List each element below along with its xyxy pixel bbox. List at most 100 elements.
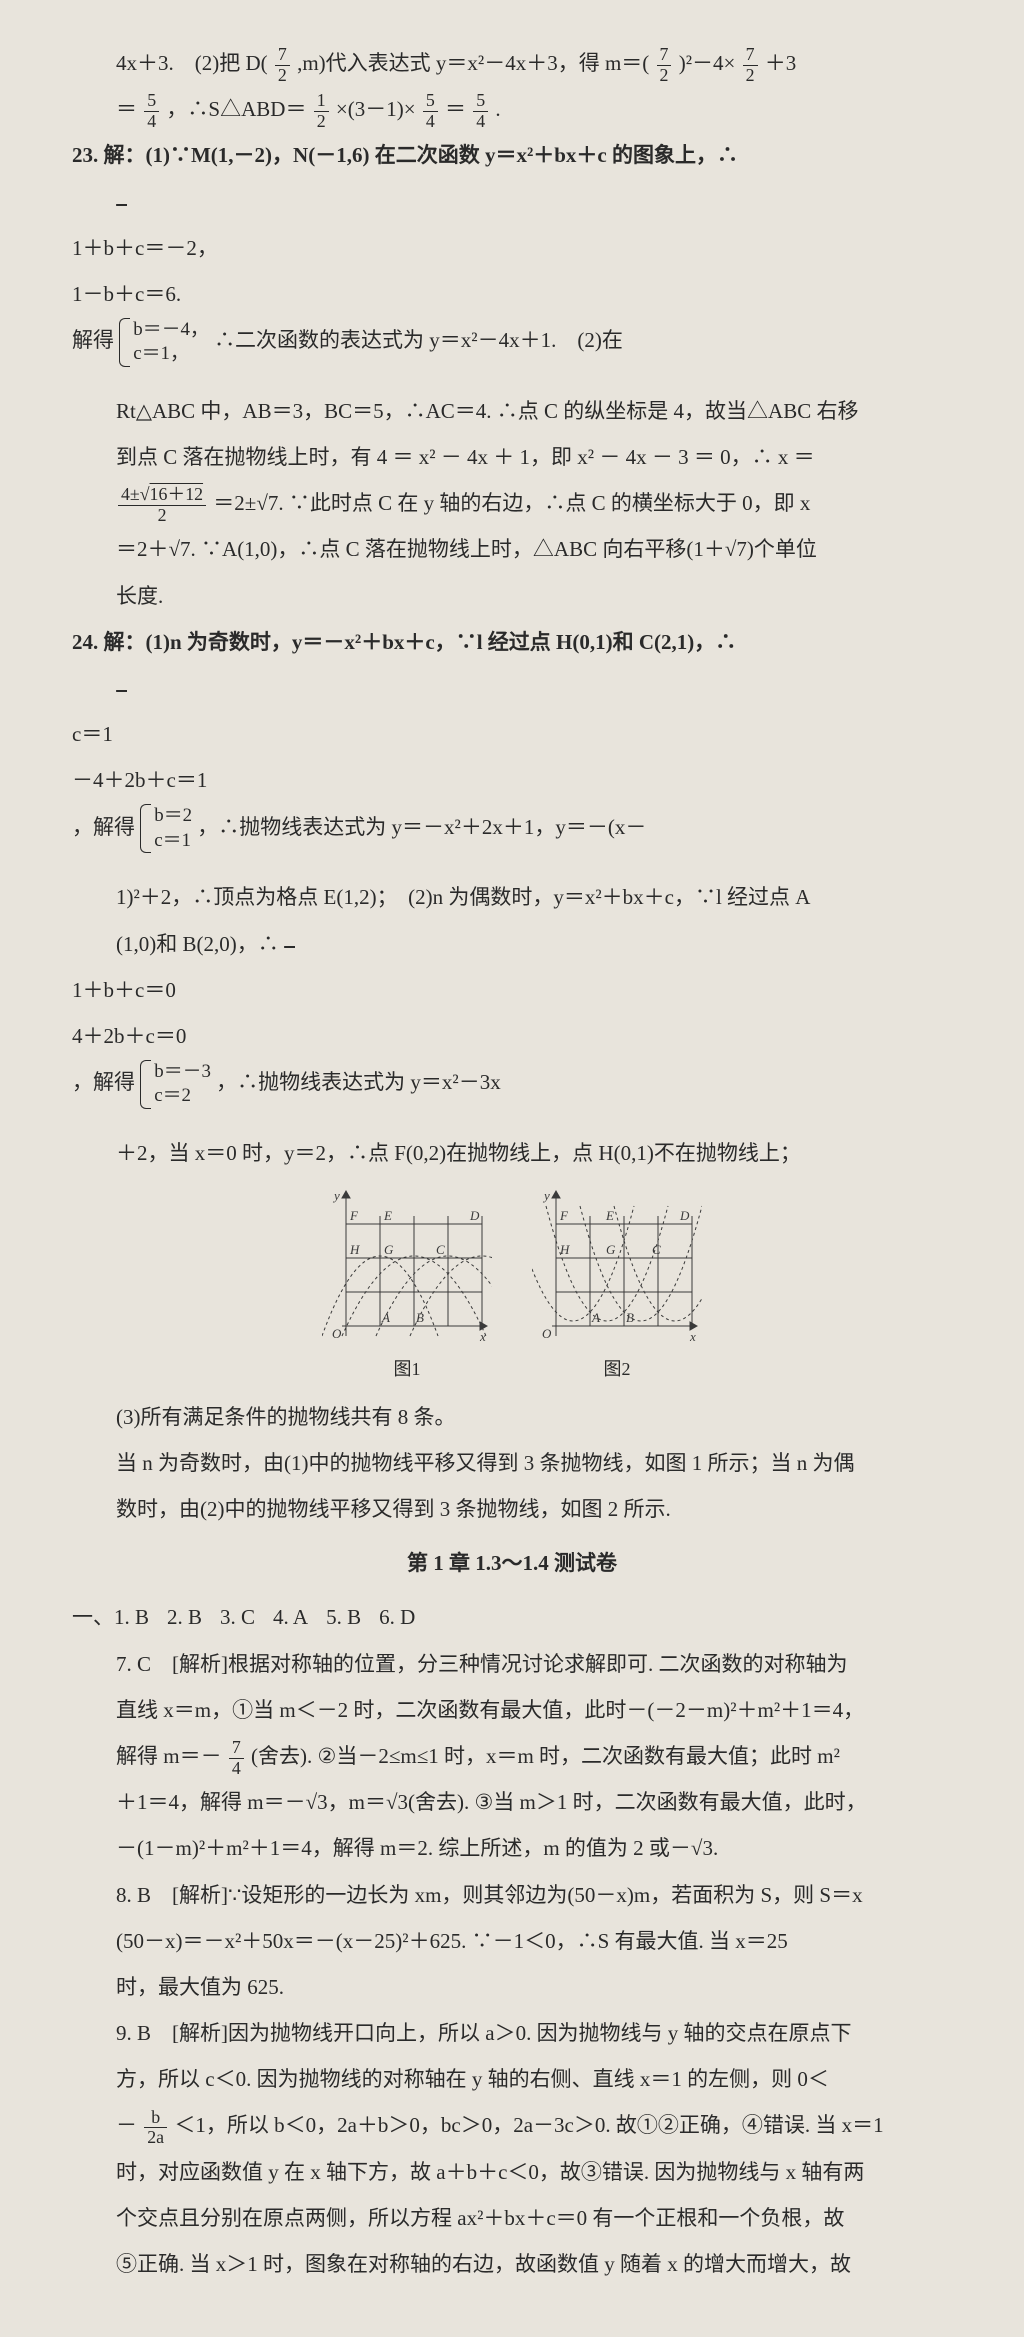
svg-text:F: F (349, 1208, 359, 1223)
q9-line-6: ⑤正确. 当 x＞1 时，图象在对称轴的右边，故函数值 y 随着 x 的增大而增… (72, 2241, 952, 2287)
svg-text:F: F (559, 1208, 569, 1223)
q23-line-7: 长度. (72, 573, 952, 619)
text: 解得 (72, 328, 114, 352)
fraction: 54 (423, 91, 438, 131)
text: ，解得 (72, 1070, 135, 1094)
text: ＋3 (765, 51, 797, 75)
fraction: 72 (657, 45, 672, 85)
mcq-item: 4. A (273, 1594, 308, 1640)
q9-line-5: 个交点且分别在原点两侧，所以方程 ax²＋bx＋c＝0 有一个正根和一个负根，故 (72, 2195, 952, 2241)
q8-line-1: 8. B [解析]∵设矩形的一边长为 xm，则其邻边为(50－x)m，若面积为 … (72, 1872, 952, 1918)
text: )²－4× (679, 51, 736, 75)
text: ×(3－1)× (336, 97, 416, 121)
text: ,m)代入表达式 y＝x²－4x＋3，得 m＝( (297, 51, 649, 75)
text: ，∴S△ABD＝ (166, 97, 306, 121)
fraction: 72 (275, 45, 290, 85)
fraction: 74 (229, 1738, 244, 1778)
text: － (116, 2113, 137, 2137)
q24-line-6: (3)所有满足条件的抛物线共有 8 条。 (72, 1394, 952, 1440)
fraction: 54 (144, 91, 159, 131)
prelude-line-1: 4x＋3. (2)把 D( 72 ,m)代入表达式 y＝x²－4x＋3，得 m＝… (72, 40, 952, 86)
svg-text:D: D (469, 1208, 480, 1223)
q7-line-2: 直线 x＝m，①当 m＜－2 时，二次函数有最大值，此时－(－2－m)²＋m²＋… (72, 1687, 952, 1733)
figure-2: Ox y F E D H G C A B 图2 (532, 1186, 702, 1390)
mcq-item: 2. B (167, 1594, 202, 1640)
svg-text:B: B (416, 1310, 424, 1325)
q24-line-2 (72, 665, 952, 711)
brace-system: b＝－3c＝2 (140, 1060, 211, 1109)
mcq-item: 一、1. B (72, 1594, 149, 1640)
q23-line-5: 4±√16＋122 ＝2±√7. ∵此时点 C 在 y 轴的右边，∴点 C 的横… (72, 480, 952, 526)
figures-row: Ox y F E D H G C A B 图1 (72, 1186, 952, 1390)
mcq-item: 6. D (379, 1594, 415, 1640)
q8-line-3: 时，最大值为 625. (72, 1964, 952, 2010)
mcq-item: 5. B (326, 1594, 361, 1640)
text: ＝2±√7. ∵此时点 C 在 y 轴的右边，∴点 C 的横坐标大于 0，即 x (213, 491, 810, 515)
svg-text:C: C (652, 1242, 661, 1257)
svg-text:B: B (626, 1310, 634, 1325)
fraction-big: 4±√16＋122 (118, 485, 206, 525)
text: ，解得 (72, 815, 135, 839)
text: ，∴抛物线表达式为 y＝x²－3x (216, 1070, 501, 1094)
text: (舍去). ②当－2≤m≤1 时，x＝m 时，二次函数有最大值；此时 m² (251, 1744, 840, 1768)
q7-line-5: －(1－m)²＋m²＋1＝4，解得 m＝2. 综上所述，m 的值为 2 或－√3… (72, 1825, 952, 1871)
svg-text:x: x (479, 1329, 486, 1344)
prelude-line-2: ＝ 54 ，∴S△ABD＝ 12 ×(3－1)× 54 ＝ 54 . (72, 86, 952, 132)
q9-line-4: 时，对应函数值 y 在 x 轴下方，故 a＋b＋c＜0，故③错误. 因为抛物线与… (72, 2149, 952, 2195)
text: ＝ (116, 97, 137, 121)
svg-text:E: E (383, 1208, 392, 1223)
q24-line-1: 24. 解：(1)n 为奇数时，y＝－x²＋bx＋c，∵l 经过点 H(0,1)… (72, 619, 952, 665)
fraction: 72 (743, 45, 758, 85)
svg-text:G: G (384, 1242, 394, 1257)
text: ，∴抛物线表达式为 y＝－x²＋2x＋1，y＝－(x－ (197, 815, 646, 839)
q7-line-4: ＋1＝4，解得 m＝－√3，m＝√3(舍去). ③当 m＞1 时，二次函数有最大… (72, 1779, 952, 1825)
q24-line-7: 当 n 为奇数时，由(1)中的抛物线平移又得到 3 条抛物线，如图 1 所示；当… (72, 1440, 952, 1486)
q23-line-4: 到点 C 落在抛物线上时，有 4 ＝ x² － 4x ＋ 1，即 x² － 4x… (72, 434, 952, 480)
svg-text:y: y (542, 1188, 550, 1203)
svg-text:y: y (332, 1188, 340, 1203)
brace-system: b＝－4，c＝1， (119, 318, 209, 367)
figure-1-caption: 图1 (322, 1350, 492, 1390)
q9-line-3: － b2a ＜1，所以 b＜0，2a＋b＞0，bc＞0，2a－3c＞0. 故①②… (72, 2102, 952, 2148)
svg-text:H: H (349, 1242, 360, 1257)
fraction: 54 (473, 91, 488, 131)
figure-1: Oxy FED HGC AB 图1 (322, 1186, 492, 1390)
svg-text:O: O (542, 1326, 552, 1341)
text: ＜1，所以 b＜0，2a＋b＞0，bc＞0，2a－3c＞0. 故①②正确，④错误… (174, 2113, 883, 2137)
mcq-item: 3. C (220, 1594, 255, 1640)
svg-text:A: A (591, 1310, 600, 1325)
q8-line-2: (50－x)＝－x²＋50x＝－(x－25)²＋625. ∵－1＜0，∴S 有最… (72, 1918, 952, 1964)
section-title: 第 1 章 1.3～1.4 测试卷 (72, 1540, 952, 1586)
svg-text:x: x (689, 1329, 696, 1344)
q9-line-1: 9. B [解析]因为抛物线开口向上，所以 a＞0. 因为抛物线与 y 轴的交点… (72, 2010, 952, 2056)
page: 4x＋3. (2)把 D( 72 ,m)代入表达式 y＝x²－4x＋3，得 m＝… (0, 0, 1024, 2337)
text: 解得 m＝－ (116, 1744, 222, 1768)
figure-2-caption: 图2 (532, 1350, 702, 1390)
q24-line-3: 1)²＋2，∴顶点为格点 E(1,2)； (2)n 为偶数时，y＝x²＋bx＋c… (72, 874, 952, 920)
text: (1,0)和 B(2,0)，∴ (116, 932, 279, 956)
svg-text:H: H (559, 1242, 570, 1257)
text: . (495, 97, 500, 121)
mcq-row: 一、1. B 2. B 3. C 4. A 5. B 6. D (72, 1594, 952, 1640)
text: 4x＋3. (2)把 D( (116, 51, 268, 75)
q9-line-2: 方，所以 c＜0. 因为抛物线的对称轴在 y 轴的右侧、直线 x＝1 的左侧，则… (72, 2056, 952, 2102)
figure-2-svg: Ox y F E D H G C A B (532, 1186, 702, 1346)
q23-line-1: 23. 解：(1)∵M(1,－2)，N(－1,6) 在二次函数 y＝x²＋bx＋… (72, 132, 952, 178)
text: ＝ (445, 97, 466, 121)
svg-text:D: D (679, 1208, 690, 1223)
fraction: b2a (144, 2108, 167, 2148)
text: ∴二次函数的表达式为 y＝x²－4x＋1. (2)在 (214, 328, 623, 352)
q24-line-4: (1,0)和 B(2,0)，∴ (72, 921, 952, 967)
svg-text:E: E (605, 1208, 614, 1223)
q7-line-3: 解得 m＝－ 74 (舍去). ②当－2≤m≤1 时，x＝m 时，二次函数有最大… (72, 1733, 952, 1779)
brace-system: b＝2c＝1 (140, 804, 192, 853)
q23-line-3: Rt△ABC 中，AB＝3，BC＝5，∴AC＝4. ∴点 C 的纵坐标是 4，故… (72, 388, 952, 434)
q23-line-2 (72, 179, 952, 225)
fraction: 12 (314, 91, 329, 131)
q7-line-1: 7. C [解析]根据对称轴的位置，分三种情况讨论求解即可. 二次函数的对称轴为 (72, 1641, 952, 1687)
svg-text:G: G (606, 1242, 616, 1257)
svg-text:A: A (381, 1310, 390, 1325)
figure-1-svg: Oxy FED HGC AB (322, 1186, 492, 1346)
svg-text:O: O (332, 1326, 342, 1341)
q24-line-8: 数时，由(2)中的抛物线平移又得到 3 条抛物线，如图 2 所示. (72, 1486, 952, 1532)
